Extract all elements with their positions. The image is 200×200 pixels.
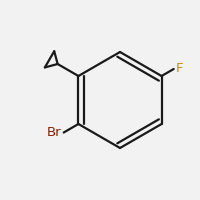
- Text: F: F: [176, 62, 183, 75]
- Text: Br: Br: [47, 126, 62, 139]
